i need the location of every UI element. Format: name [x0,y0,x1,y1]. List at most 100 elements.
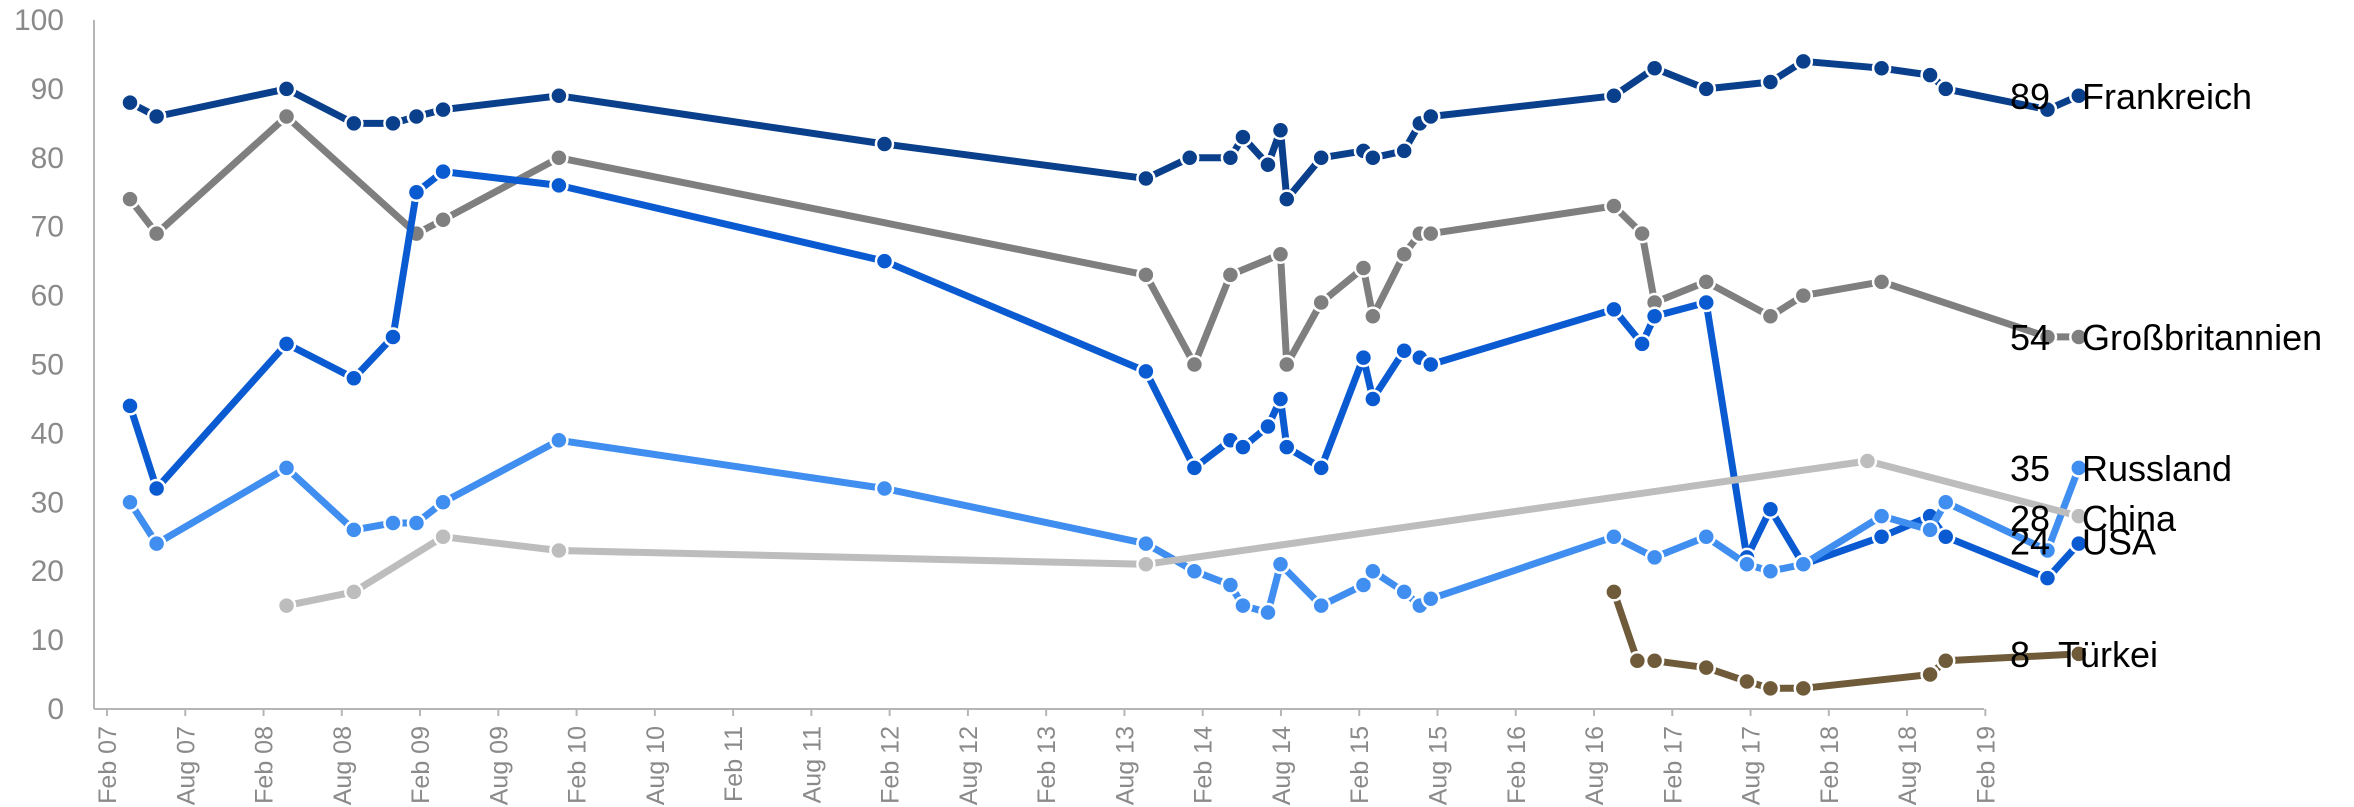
data-point-china [276,595,297,616]
data-point-gro-britannien [276,106,297,127]
data-point-frankreich [2037,99,2058,120]
data-point-russland [549,430,569,451]
data-point-usa [383,327,403,347]
data-point-usa [1258,416,1278,437]
end-name-china: China [2082,498,2177,539]
data-point-china [549,540,569,561]
data-point-usa [1935,527,1956,547]
data-point-russland [1760,561,1781,581]
data-point-russland [1220,575,1241,595]
data-point-russland [1696,527,1716,547]
series-line-china [283,457,2083,610]
series-frankreich [120,51,2089,209]
data-point-usa [1277,437,1297,457]
data-point-gro-britannien [120,189,140,209]
y-axis-ticks: 0 10 20 30 40 50 60 70 80 90 100 [14,4,64,726]
data-point-frankreich [1935,79,1956,99]
data-point-usa [1353,347,1374,368]
data-point-gro-britannien [1604,196,1624,216]
data-point-gro-britannien [1184,354,1205,375]
data-point-usa [1696,292,1716,313]
x-axis-ticks: Feb 07 Aug 07 Feb 08 Aug 08 Feb 09 Aug 09 Feb … [94,709,2000,805]
x-tick-label: Feb 16 [1503,726,1531,804]
end-value-frankreich: 89 [2010,76,2050,117]
data-point-frankreich [1394,141,1414,161]
y-tick-label: 100 [14,4,64,37]
data-point-gro-britannien [146,223,167,244]
data-point-russland [1353,575,1374,595]
end-value-china: 28 [2010,498,2050,539]
data-point-frankreich [1760,72,1781,92]
data-point-gro-britannien [1394,244,1414,265]
data-point-frankreich [146,106,167,127]
data-point-frankreich [1179,148,1200,168]
x-tick-label: Feb 10 [564,726,592,804]
data-point-frankreich [549,86,569,106]
x-tick-label: Feb 18 [1816,726,1844,804]
data-point-usa [1311,458,1331,478]
y-tick-label: 70 [31,211,64,244]
data-point-gro-britannien [1632,223,1652,244]
data-point-russland [146,533,167,554]
data-point-t-rkei [1760,678,1781,699]
data-point-usa [1363,389,1383,409]
data-point-china [433,527,453,547]
series-gro-britannien [120,106,2089,375]
data-point-russland [120,492,140,513]
data-point-usa [1233,437,1253,457]
data-point-usa [1604,299,1624,320]
data-point-gro-britannien [2069,327,2089,347]
data-point-frankreich [1277,189,1297,209]
data-point-gro-britannien [549,148,569,168]
x-tick-label: Aug 15 [1424,726,1452,805]
x-tick-label: Feb 17 [1659,726,1687,804]
series-china [276,451,2089,616]
data-point-usa [1394,340,1414,361]
data-point-russland [1258,602,1278,623]
data-point-usa [874,251,895,271]
data-point-frankreich [1604,86,1624,106]
data-point-gro-britannien [1353,258,1374,278]
data-point-frankreich [1644,58,1665,78]
data-point-russland [1871,506,1892,526]
series-line-gro-britannien [126,113,2083,368]
data-point-frankreich [1421,106,1441,127]
data-point-t-rkei [1737,671,1757,692]
data-point-frankreich [1920,65,1940,85]
data-point-frankreich [1871,58,1892,78]
data-point-frankreich [1270,120,1291,140]
data-point-usa [120,396,140,416]
data-point-gro-britannien [2037,327,2058,347]
data-point-russland [1270,554,1291,575]
x-tick-label: Feb 07 [94,726,122,804]
x-tick-label: Feb 19 [1972,726,2000,804]
data-point-frankreich [1233,127,1253,147]
data-point-russland [1233,595,1253,616]
series-line-frankreich [126,57,2083,203]
x-tick-label: Feb 14 [1190,726,1218,804]
end-name-usa: USA [2082,522,2156,563]
data-point-usa [2069,533,2089,554]
data-point-t-rkei [1627,651,1648,671]
x-tick-label: Aug 18 [1894,726,1922,805]
data-point-china [1857,451,1878,471]
data-point-russland [1935,492,1956,513]
x-tick-label: Aug 17 [1738,726,1766,805]
data-point-t-rkei [1644,651,1665,671]
data-point-frankreich [1220,148,1241,168]
data-point-russland [1644,547,1665,568]
x-tick-label: Aug 16 [1581,726,1609,805]
data-point-gro-britannien [1270,244,1291,265]
data-point-russland [1311,595,1331,616]
data-point-russland [1737,554,1757,575]
data-point-gro-britannien [1696,272,1716,292]
data-point-frankreich [1136,168,1156,189]
data-point-russland [276,458,297,478]
data-point-russland [433,492,453,513]
data-point-usa [1632,334,1652,354]
data-point-russland [874,478,895,499]
data-point-usa [1136,361,1156,382]
data-point-gro-britannien [1136,265,1156,285]
data-point-russland [383,513,403,533]
x-tick-label: Aug 12 [955,726,983,805]
